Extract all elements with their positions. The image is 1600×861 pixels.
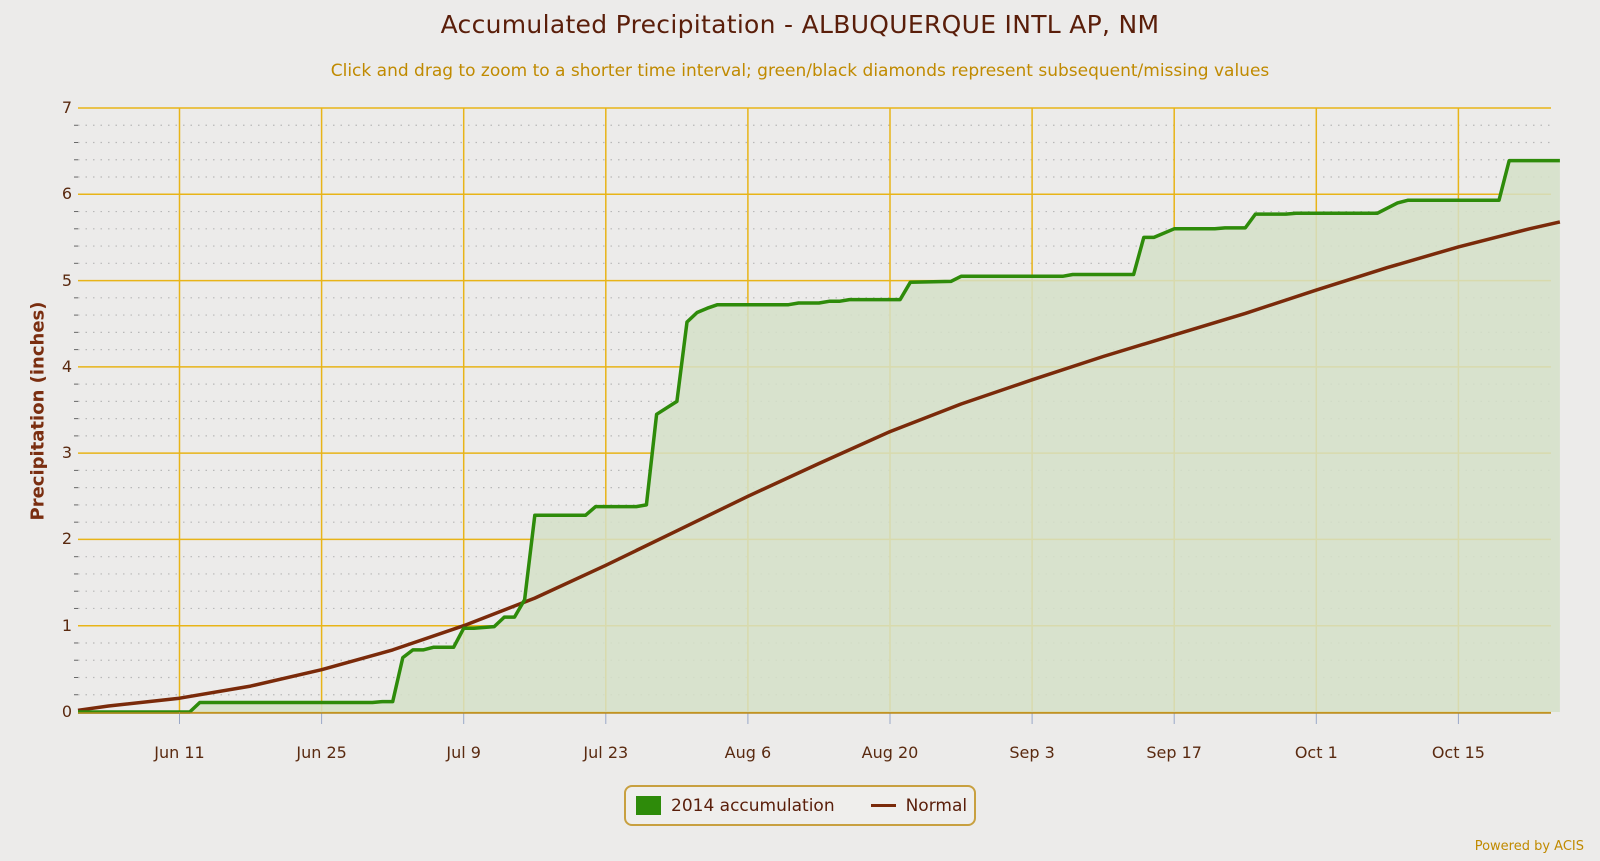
y-tick-label: 1: [61, 615, 72, 635]
x-tick-label: Jul 23: [583, 743, 629, 762]
minor-gridlines: [74, 124, 1551, 696]
x-tick-label: Jun 25: [296, 743, 347, 762]
credits-link[interactable]: Powered by ACIS: [1474, 839, 1584, 854]
x-tick-label: Jun 11: [154, 743, 205, 762]
y-tick-label: 6: [61, 184, 72, 204]
x-tick-label: Oct 15: [1431, 743, 1485, 762]
accumulation-series-line[interactable]: [78, 158, 1560, 714]
x-tick-label: Oct 1: [1294, 743, 1338, 762]
y-tick-label: 4: [61, 356, 72, 376]
legend: 2014 accumulation Normal: [624, 785, 976, 826]
y-tick-label: 2: [61, 529, 72, 549]
y-tick-label: 0: [61, 702, 72, 721]
x-tick-label: Sep 3: [1009, 743, 1055, 762]
y-tick-label: 7: [61, 98, 72, 117]
y-tick-label: 5: [61, 270, 72, 290]
x-tick-label: Jul 9: [446, 743, 481, 762]
chart-title: Accumulated Precipitation - ALBUQUERQUE …: [440, 10, 1160, 39]
x-axis-ticks: [78, 712, 1551, 724]
legend-item-2014-accumulation[interactable]: 2014 accumulation: [636, 796, 835, 816]
y-axis-label: Precipitation (inches): [27, 301, 49, 521]
legend-item-normal[interactable]: Normal: [870, 795, 968, 816]
y-tick-label: 3: [61, 443, 72, 463]
legend-label: Normal: [905, 795, 968, 816]
green-square-swatch-icon: [636, 796, 661, 815]
x-tick-label: Aug 20: [861, 743, 919, 762]
brown-line-swatch-icon: [870, 804, 896, 807]
chart-subtitle: Click and drag to zoom to a shorter time…: [330, 61, 1270, 81]
x-tick-label: Aug 6: [724, 743, 772, 762]
x-tick-label: Sep 17: [1146, 743, 1202, 762]
normal-series-line[interactable]: [77, 220, 1561, 713]
accumulation-area-fill: [78, 160, 1560, 713]
legend-label: 2014 accumulation: [671, 795, 835, 816]
